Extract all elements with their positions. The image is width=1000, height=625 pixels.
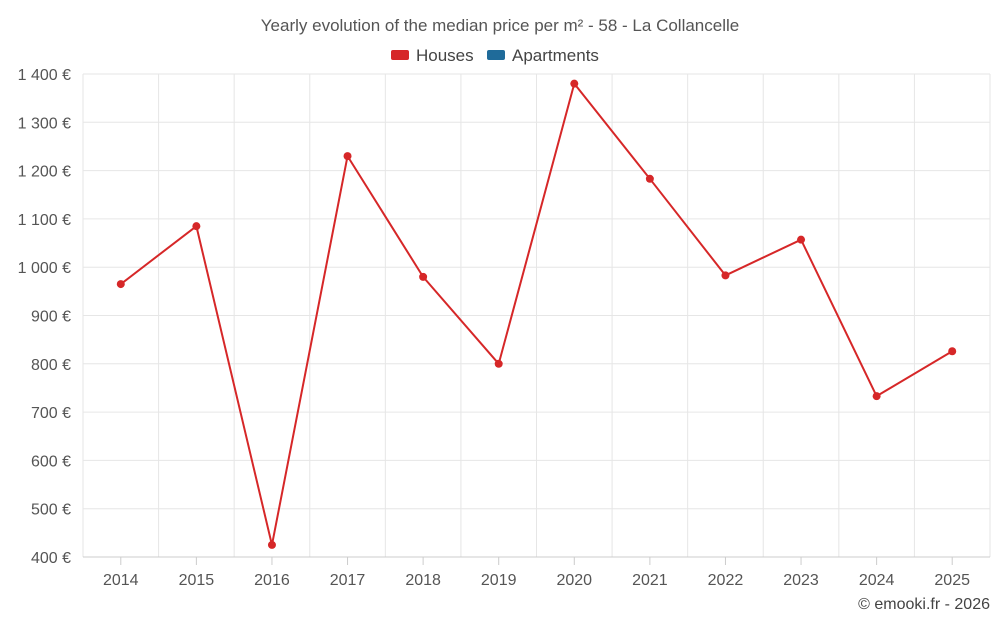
data-point[interactable] <box>494 359 503 368</box>
legend-swatch-apartments <box>487 50 505 60</box>
data-point[interactable] <box>721 271 730 280</box>
y-tick-label: 500 € <box>31 502 71 519</box>
x-tick-label: 2024 <box>859 572 895 589</box>
x-tick-label: 2022 <box>708 572 744 589</box>
x-tick-label: 2025 <box>934 572 970 589</box>
x-tick-label: 2019 <box>481 572 517 589</box>
data-point[interactable] <box>116 280 125 289</box>
y-tick-label: 1 400 € <box>18 67 71 84</box>
y-tick-label: 1 100 € <box>18 212 71 229</box>
y-tick-label: 1 000 € <box>18 260 71 277</box>
x-tick-label: 2015 <box>179 572 215 589</box>
legend-item-houses[interactable]: Houses <box>391 46 474 65</box>
legend-label-houses: Houses <box>416 46 474 65</box>
x-tick-label: 2016 <box>254 572 290 589</box>
x-tick-label: 2014 <box>103 572 139 589</box>
x-tick-label: 2018 <box>405 572 441 589</box>
data-point[interactable] <box>570 79 579 88</box>
legend-item-apartments[interactable]: Apartments <box>487 46 599 65</box>
x-tick-label: 2021 <box>632 572 668 589</box>
data-point[interactable] <box>797 235 806 244</box>
data-point[interactable] <box>192 222 201 231</box>
y-tick-label: 900 € <box>31 309 71 326</box>
legend-label-apartments: Apartments <box>512 46 599 65</box>
data-point[interactable] <box>267 540 276 549</box>
x-tick-label: 2017 <box>330 572 366 589</box>
data-point[interactable] <box>419 272 428 281</box>
y-tick-label: 1 200 € <box>18 164 71 181</box>
legend: Houses Apartments <box>391 46 599 65</box>
y-tick-label: 700 € <box>31 405 71 422</box>
data-point[interactable] <box>872 392 881 401</box>
axes: 400 € 500 € 600 € 700 € 800 € 900 € 1 000 € 1 1… <box>18 67 990 589</box>
data-point[interactable] <box>948 347 957 356</box>
y-tick-label: 400 € <box>31 550 71 567</box>
series-houses <box>116 79 957 549</box>
x-tick-label: 2023 <box>783 572 819 589</box>
legend-swatch-houses <box>391 50 409 60</box>
x-tick-label: 2020 <box>556 572 592 589</box>
y-tick-label: 600 € <box>31 453 71 470</box>
data-point[interactable] <box>645 174 654 183</box>
data-point[interactable] <box>343 152 352 161</box>
y-tick-label: 800 € <box>31 357 71 374</box>
chart-title: Yearly evolution of the median price per… <box>261 16 739 35</box>
series-line-houses <box>120 82 953 546</box>
credit-text: © emooki.fr - 2026 <box>858 596 990 613</box>
gridlines <box>82 73 991 557</box>
y-tick-label: 1 300 € <box>18 115 71 132</box>
